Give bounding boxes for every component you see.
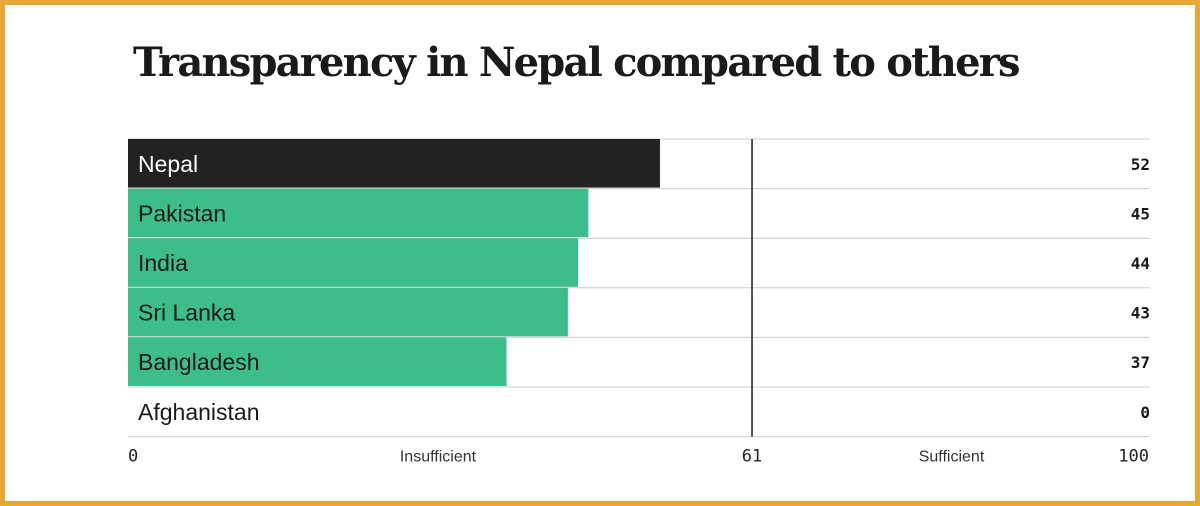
bar-row-sri-lanka: Sri Lanka 43 (128, 287, 1150, 338)
bar-row-afghanistan: Afghanistan 0 (128, 399, 1150, 438)
bar-row-pakistan: Pakistan 45 (128, 188, 1150, 239)
value-label: 0 (1140, 403, 1150, 422)
value-label: 37 (1131, 353, 1150, 372)
bar (128, 287, 568, 337)
bar (128, 238, 579, 287)
category-label: Afghanistan (138, 399, 259, 425)
threshold-label: 61 (742, 447, 762, 467)
bar-row-nepal: Nepal 52 (128, 139, 1150, 190)
bar (128, 139, 660, 188)
bar (128, 188, 589, 238)
value-label: 43 (1131, 304, 1150, 323)
bar (128, 337, 507, 386)
value-label: 45 (1131, 204, 1150, 223)
category-label: India (138, 250, 188, 276)
axis-insufficient-label: Insufficient (400, 449, 477, 466)
category-label: Nepal (138, 151, 198, 177)
value-label: 44 (1131, 254, 1150, 273)
bar-row-bangladesh: Bangladesh 37 (128, 337, 1150, 388)
bar-row-india: India 44 (128, 238, 1150, 289)
category-label: Sri Lanka (138, 300, 235, 326)
axis-max-label: 100 (1118, 447, 1149, 467)
category-label: Bangladesh (138, 349, 260, 375)
value-label: 52 (1131, 155, 1150, 174)
category-label: Pakistan (138, 200, 226, 226)
chart-title: Transparency in Nepal compared to others (133, 39, 1021, 86)
axis-min-label: 0 (128, 447, 138, 467)
axis-sufficient-label: Sufficient (919, 449, 985, 466)
